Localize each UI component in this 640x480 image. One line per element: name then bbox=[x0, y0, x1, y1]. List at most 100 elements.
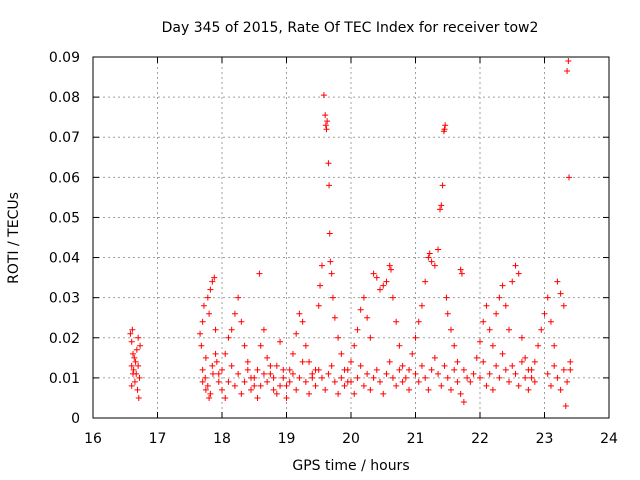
data-point bbox=[483, 382, 490, 389]
data-point bbox=[280, 374, 287, 381]
data-point bbox=[377, 378, 384, 385]
data-point bbox=[502, 366, 509, 373]
data-point bbox=[383, 278, 390, 285]
data-point bbox=[202, 386, 209, 393]
data-point bbox=[360, 294, 367, 301]
data-point bbox=[457, 266, 464, 273]
data-point bbox=[428, 366, 435, 373]
y-axis-label: ROTI / TECUs bbox=[6, 192, 22, 284]
data-point bbox=[493, 362, 500, 369]
data-point bbox=[522, 374, 529, 381]
data-point bbox=[317, 282, 324, 289]
data-point bbox=[566, 174, 573, 181]
data-point bbox=[567, 358, 574, 365]
data-point bbox=[564, 68, 571, 75]
data-point bbox=[415, 318, 422, 325]
data-point bbox=[322, 112, 329, 119]
data-point bbox=[324, 118, 331, 125]
data-point bbox=[299, 318, 306, 325]
data-point bbox=[551, 362, 558, 369]
data-point bbox=[128, 362, 135, 369]
data-point bbox=[357, 362, 364, 369]
data-point bbox=[499, 350, 506, 357]
data-point bbox=[280, 366, 287, 373]
data-point bbox=[209, 278, 216, 285]
data-point bbox=[131, 354, 138, 361]
data-point bbox=[509, 362, 516, 369]
data-point bbox=[535, 342, 542, 349]
data-point bbox=[256, 270, 263, 277]
data-point bbox=[331, 314, 338, 321]
data-point bbox=[522, 354, 529, 361]
data-point bbox=[289, 350, 296, 357]
data-point bbox=[502, 302, 509, 309]
data-point bbox=[489, 386, 496, 393]
data-point bbox=[447, 386, 454, 393]
data-point bbox=[204, 294, 211, 301]
data-point bbox=[473, 354, 480, 361]
data-point bbox=[219, 386, 225, 393]
data-point bbox=[418, 362, 425, 369]
y-tick-label: 0 bbox=[71, 411, 80, 427]
data-point bbox=[244, 366, 251, 373]
data-point bbox=[541, 310, 548, 317]
data-point bbox=[406, 366, 413, 373]
chart-title: Day 345 of 2015, Rate Of TEC Index for r… bbox=[162, 20, 539, 36]
data-point bbox=[306, 358, 313, 365]
data-point bbox=[132, 358, 139, 365]
data-point bbox=[389, 374, 396, 381]
data-point bbox=[443, 294, 450, 301]
data-point bbox=[202, 354, 209, 361]
data-point bbox=[331, 378, 338, 385]
data-point bbox=[480, 358, 487, 365]
data-point bbox=[228, 362, 235, 369]
data-point bbox=[531, 378, 538, 385]
data-point bbox=[207, 286, 214, 293]
data-point bbox=[318, 374, 325, 381]
data-point bbox=[547, 318, 554, 325]
data-point bbox=[222, 350, 229, 357]
data-point bbox=[238, 318, 245, 325]
data-point bbox=[383, 370, 390, 377]
data-point bbox=[260, 326, 267, 333]
data-point bbox=[209, 362, 216, 369]
data-point bbox=[486, 370, 493, 377]
data-point bbox=[441, 126, 448, 133]
data-point bbox=[199, 366, 206, 373]
data-point bbox=[320, 92, 327, 99]
data-point bbox=[215, 370, 222, 377]
data-point bbox=[135, 362, 142, 369]
axis-ticks: 16 17 18 19 20 21 22 23 24 0 0.01 0.02 0.03 0.04 0.05 0… bbox=[49, 50, 618, 447]
data-point bbox=[477, 338, 483, 345]
data-point bbox=[225, 334, 232, 341]
data-point bbox=[380, 390, 387, 397]
data-point bbox=[199, 318, 206, 325]
data-point bbox=[328, 362, 335, 369]
data-point bbox=[322, 386, 329, 393]
data-marks bbox=[127, 58, 574, 409]
data-point bbox=[270, 374, 277, 381]
data-point bbox=[134, 386, 141, 393]
x-tick-label: 23 bbox=[536, 431, 554, 447]
data-point bbox=[219, 366, 225, 373]
data-point bbox=[225, 378, 232, 385]
data-point bbox=[306, 390, 313, 397]
x-tick-label: 17 bbox=[149, 431, 167, 447]
data-point bbox=[327, 258, 334, 265]
data-point bbox=[335, 334, 342, 341]
data-point bbox=[248, 386, 255, 393]
y-tick-label: 0.09 bbox=[49, 50, 80, 66]
data-point bbox=[457, 390, 464, 397]
data-point bbox=[273, 390, 280, 397]
data-point bbox=[264, 378, 271, 385]
data-point bbox=[267, 362, 274, 369]
data-point bbox=[129, 350, 136, 357]
data-point bbox=[241, 342, 248, 349]
data-point bbox=[215, 378, 222, 385]
data-point bbox=[133, 346, 140, 353]
data-point bbox=[380, 282, 387, 289]
data-point bbox=[562, 402, 569, 409]
data-point bbox=[302, 342, 309, 349]
data-point bbox=[283, 382, 290, 389]
data-point bbox=[357, 306, 364, 313]
